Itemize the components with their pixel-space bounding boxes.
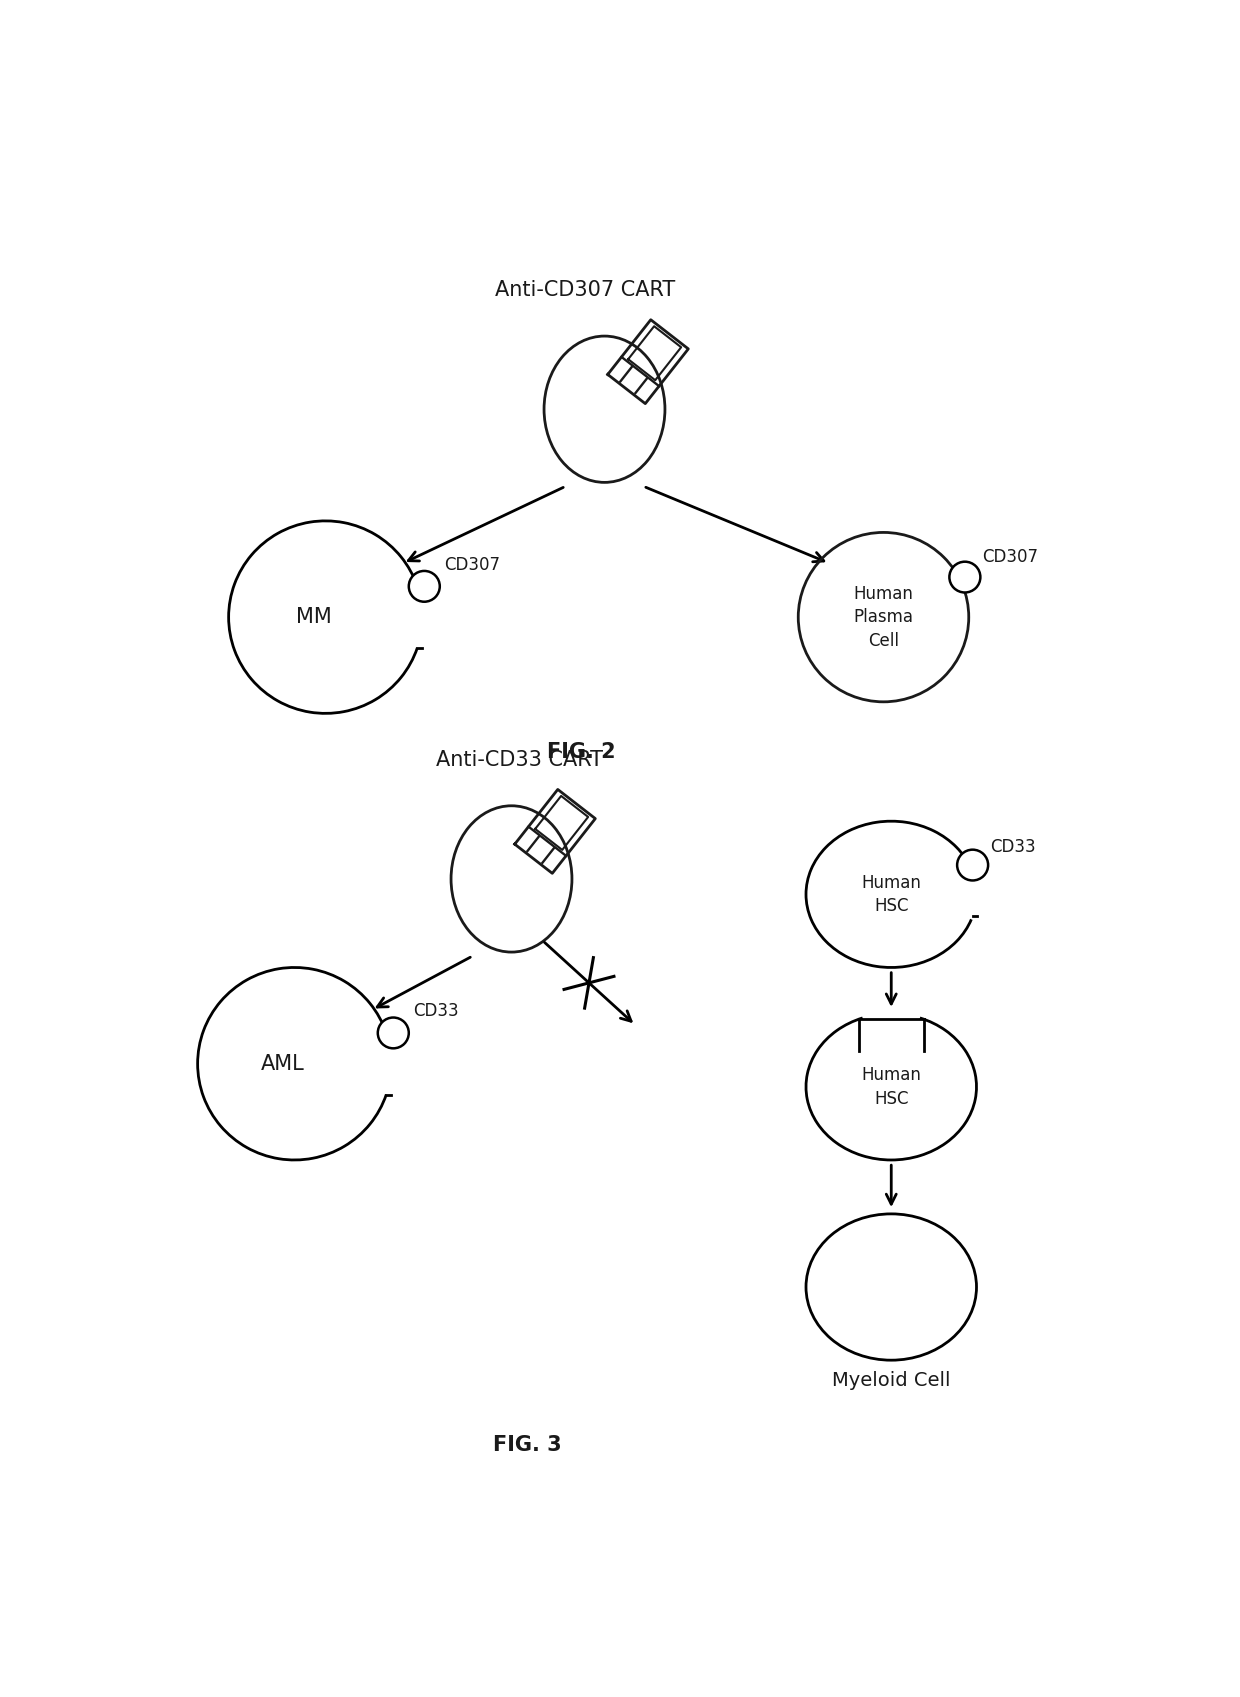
Circle shape xyxy=(950,562,981,592)
Text: FIG. 2: FIG. 2 xyxy=(547,742,615,762)
Text: CD307: CD307 xyxy=(982,548,1038,567)
Text: Human
HSC: Human HSC xyxy=(862,874,921,915)
Circle shape xyxy=(957,850,988,881)
Circle shape xyxy=(378,1018,409,1049)
Text: CD307: CD307 xyxy=(444,557,500,574)
Text: MM: MM xyxy=(296,608,332,628)
Text: AML: AML xyxy=(260,1054,305,1074)
Text: Anti-CD33 CART: Anti-CD33 CART xyxy=(435,750,603,769)
Text: Myeloid Cell: Myeloid Cell xyxy=(832,1371,951,1390)
Text: FIG. 3: FIG. 3 xyxy=(492,1436,562,1454)
Text: CD33: CD33 xyxy=(991,838,1037,855)
Text: Anti-CD307 CART: Anti-CD307 CART xyxy=(495,280,676,300)
Text: Human
HSC: Human HSC xyxy=(862,1066,921,1108)
Text: Human
Plasma
Cell: Human Plasma Cell xyxy=(853,584,914,650)
Circle shape xyxy=(409,570,440,602)
Text: CD33: CD33 xyxy=(413,1003,459,1020)
